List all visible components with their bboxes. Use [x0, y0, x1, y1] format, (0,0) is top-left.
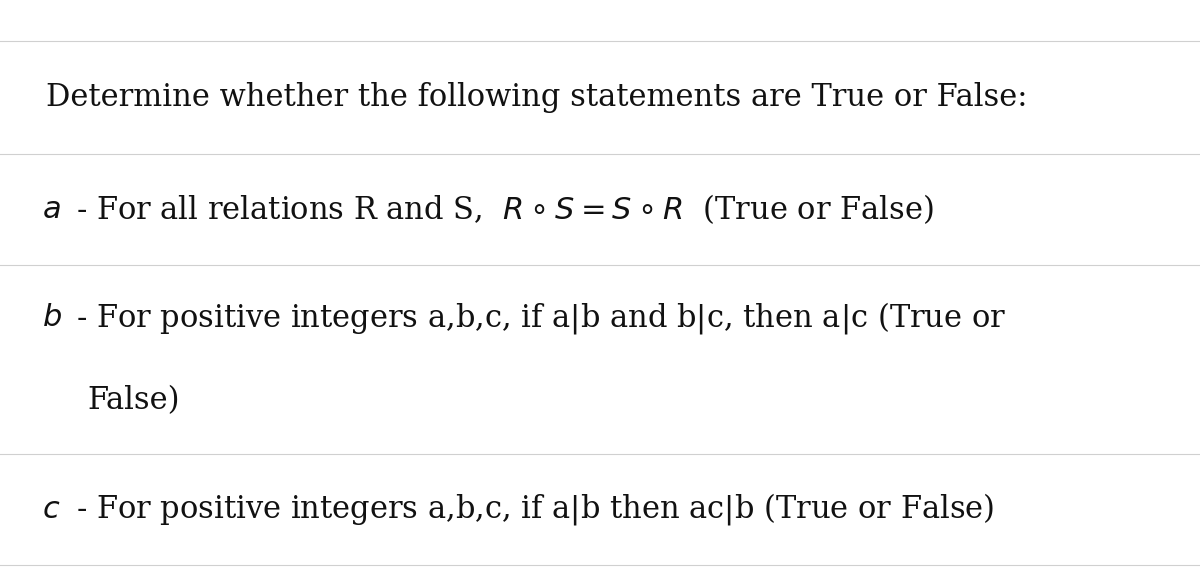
- Text: - For positive integers a,b,c, if a$|$b then ac$|$b (True or False): - For positive integers a,b,c, if a$|$b …: [76, 491, 994, 527]
- Text: - For all relations R and S,  $\mathit{R \circ S = S \circ R}$  (True or False): - For all relations R and S, $\mathit{R …: [76, 193, 934, 226]
- Text: $\mathbf{\mathit{c}}$: $\mathbf{\mathit{c}}$: [42, 495, 60, 524]
- Text: - For positive integers a,b,c, if a$|$b and b$|$c, then a$|$c (True or: - For positive integers a,b,c, if a$|$b …: [76, 300, 1006, 336]
- Text: False): False): [88, 385, 180, 417]
- Text: Determine whether the following statements are True or False:: Determine whether the following statemen…: [46, 81, 1027, 113]
- Text: $\mathbf{\mathit{b}}$: $\mathbf{\mathit{b}}$: [42, 303, 62, 332]
- Text: $\mathbf{\mathit{a}}$: $\mathbf{\mathit{a}}$: [42, 195, 61, 224]
